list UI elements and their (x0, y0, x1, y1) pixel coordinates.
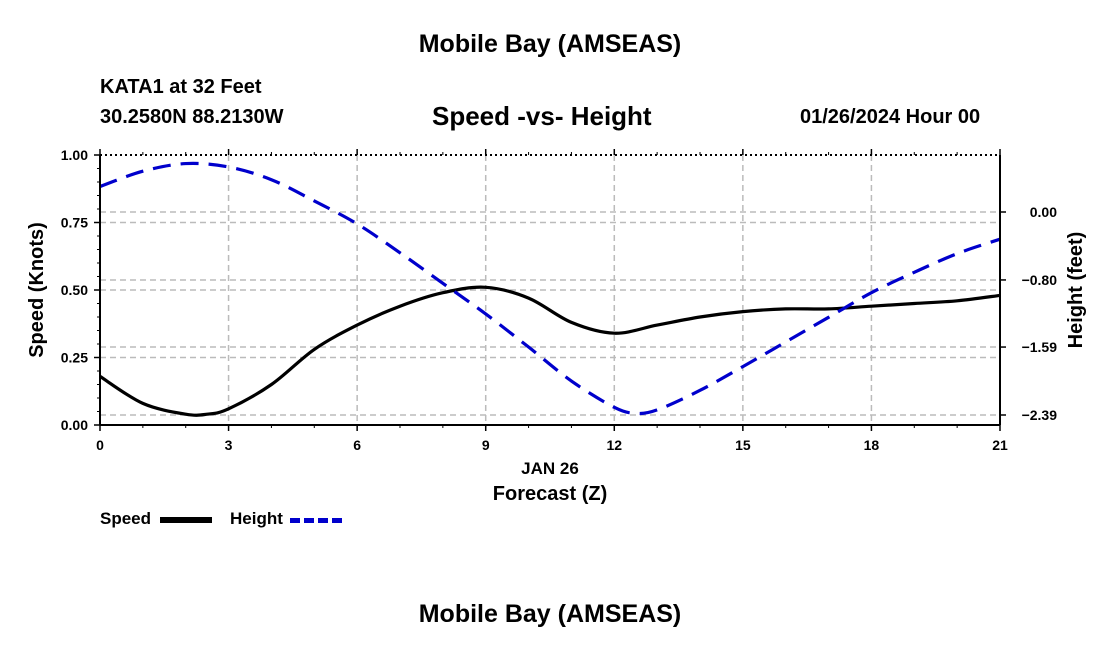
footer-title: Mobile Bay (AMSEAS) (418, 600, 682, 628)
x-tick-label: 6 (353, 437, 361, 453)
x-tick-label: 12 (606, 437, 622, 453)
x-axis-label: Forecast (Z) (493, 483, 607, 505)
legend-height-label: Height (230, 509, 283, 528)
height-series-line (99, 161, 1001, 416)
x-tick-label: 0 (96, 437, 104, 453)
y-tick-label: 0.25 (61, 350, 88, 366)
y2-tick-label: −0.80 (1022, 272, 1058, 288)
y-tick-label: 1.00 (61, 147, 88, 163)
y2-tick-label: 0.00 (1030, 204, 1057, 220)
y2-axis-label: Height (feet) (1065, 232, 1087, 349)
chart-title: Speed -vs- Height (432, 101, 652, 131)
legend-height-swatch (290, 518, 342, 523)
y2-tick-label: −1.59 (1022, 339, 1058, 355)
y2-tick-label: −2.39 (1022, 407, 1058, 423)
station-label: KATA1 at 32 Feet (100, 76, 262, 98)
legend-speed-label: Speed (100, 509, 152, 528)
x-tick-label: 18 (864, 437, 880, 453)
y-tick-label: 0.75 (61, 215, 88, 231)
y-tick-label: 0.50 (61, 282, 88, 298)
x-tick-label: 3 (225, 437, 233, 453)
axis-layer: 0 3 6 9 12 15 18 21 0.00 0.25 0.50 0.75 1.00 0.00 −0.8… (61, 147, 1057, 453)
legend-speed-swatch (160, 517, 212, 523)
grid-layer (100, 155, 1000, 425)
x-axis-date-label: JAN 26 (521, 459, 579, 478)
x-tick-label: 21 (992, 437, 1008, 453)
station-coordinates: 30.2580N 88.2130W (100, 106, 284, 128)
y-axis-label: Speed (Knots) (26, 222, 48, 358)
forecast-datetime: 01/26/2024 Hour 00 (800, 106, 981, 128)
page-title: Mobile Bay (AMSEAS) (418, 30, 682, 58)
x-tick-label: 9 (482, 437, 490, 453)
speed-series-line (99, 285, 1001, 417)
series-layer (99, 161, 1001, 417)
x-tick-label: 15 (735, 437, 751, 453)
y-tick-label: 0.00 (61, 417, 88, 433)
